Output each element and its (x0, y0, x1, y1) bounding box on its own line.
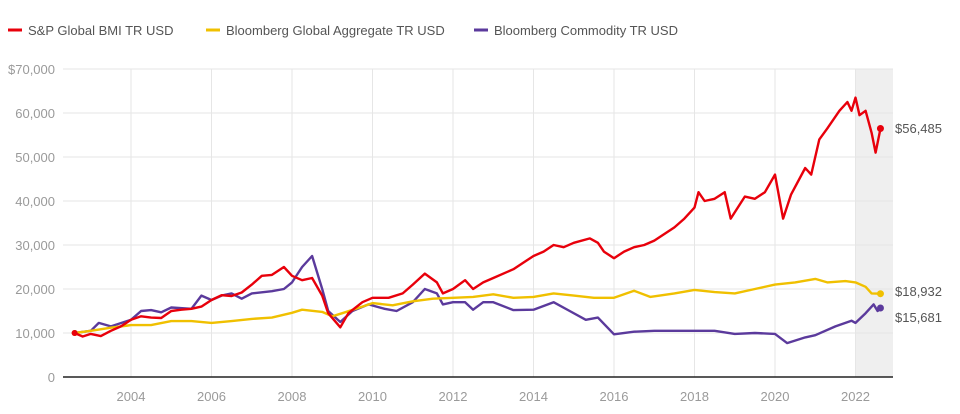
y-tick-label: 10,000 (15, 326, 55, 341)
y-tick-label: 20,000 (15, 282, 55, 297)
x-tick-label: 2012 (439, 389, 468, 404)
legend-label: S&P Global BMI TR USD (28, 23, 173, 38)
y-axis: 0 10,000 20,000 30,000 40,000 50,000 60,000 $70… (8, 62, 55, 385)
y-tick-label: $70,000 (8, 62, 55, 77)
end-point (876, 290, 884, 298)
grid (63, 68, 893, 377)
x-tick-label: 2006 (197, 389, 226, 404)
x-tick-label: 2004 (117, 389, 146, 404)
series-line (74, 254, 882, 345)
end-value-label: $18,932 (895, 284, 942, 299)
y-tick-label: 40,000 (15, 194, 55, 209)
shaded-region (855, 69, 893, 377)
end-point (876, 124, 884, 132)
end-value-label: $15,681 (895, 310, 942, 325)
y-tick-label: 30,000 (15, 238, 55, 253)
y-tick-label: 50,000 (15, 150, 55, 165)
x-tick-label: 2022 (841, 389, 870, 404)
end-point (876, 304, 884, 312)
legend-label: Bloomberg Global Aggregate TR USD (226, 23, 445, 38)
x-tick-label: 2018 (680, 389, 709, 404)
x-tick-label: 2010 (358, 389, 387, 404)
series-line (74, 96, 882, 338)
legend-label: Bloomberg Commodity TR USD (494, 23, 678, 38)
series-line (74, 277, 881, 335)
end-value-label: $56,485 (895, 121, 942, 136)
x-tick-label: 2020 (761, 389, 790, 404)
legend: S&P Global BMI TR USD Bloomberg Global Ag… (8, 23, 678, 38)
x-tick-label: 2016 (600, 389, 629, 404)
x-tick-label: 2014 (519, 389, 548, 404)
start-point (71, 330, 78, 336)
end-labels: $15,681 $18,932 $56,485 (895, 121, 942, 325)
y-tick-label: 0 (48, 370, 55, 385)
x-axis: 2004 2006 2008 2010 2012 2014 2016 2018 2020 2022 (117, 389, 870, 404)
y-tick-label: 60,000 (15, 106, 55, 121)
series-lines (71, 96, 884, 345)
x-tick-label: 2008 (278, 389, 307, 404)
